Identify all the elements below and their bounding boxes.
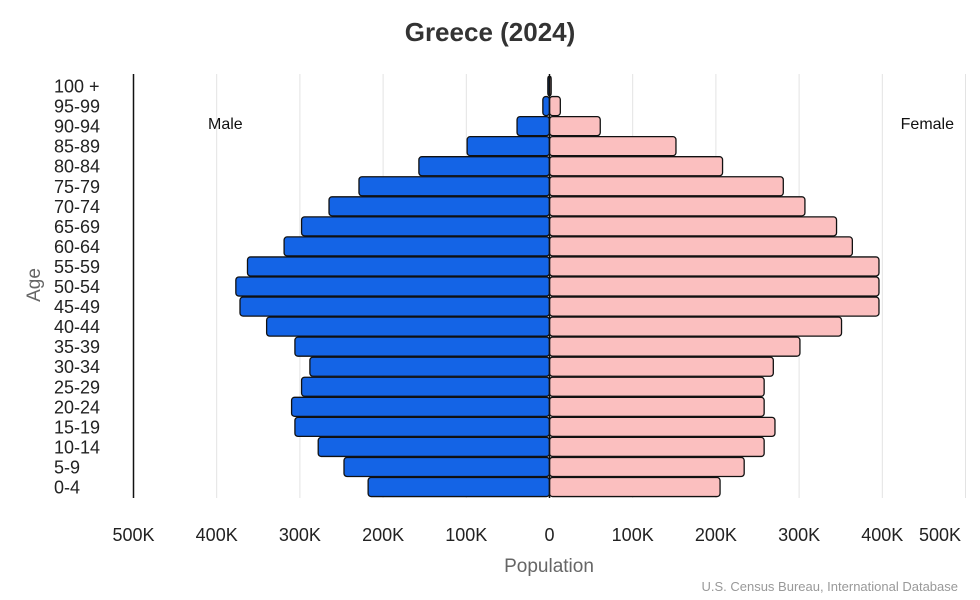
age-label: 30-34 xyxy=(54,357,100,377)
bar-male-15-19 xyxy=(294,416,551,438)
age-label: 80-84 xyxy=(54,157,100,177)
bar-male-70-74 xyxy=(328,196,551,217)
bar-female-70-74 xyxy=(548,196,806,217)
age-label: 45-49 xyxy=(54,297,100,317)
bar-male-40-44 xyxy=(265,316,551,337)
bar-male-35-39 xyxy=(294,336,551,357)
age-label: 20-24 xyxy=(54,397,100,417)
bar-male-5-9 xyxy=(343,456,551,478)
age-label: 100 + xyxy=(54,77,100,97)
age-labels: 0-45-910-1415-1920-2425-2930-3435-3940-4… xyxy=(54,77,100,498)
age-label: 90-94 xyxy=(54,117,100,137)
x-tick-label: 200K xyxy=(362,525,404,545)
bar-female-0-4 xyxy=(548,476,721,498)
bar-male-55-59 xyxy=(246,256,551,277)
x-tick-label: 300K xyxy=(279,525,321,545)
x-axis-label: Population xyxy=(504,556,594,577)
bar-female-35-39 xyxy=(548,336,801,357)
age-label: 5-9 xyxy=(54,457,80,477)
bar-female-60-64 xyxy=(548,236,853,257)
bar-female-95-99 xyxy=(548,95,561,117)
age-label: 25-29 xyxy=(54,377,100,397)
x-tick-label: 200K xyxy=(695,525,737,545)
bar-female-5-9 xyxy=(548,456,745,478)
bar-female-30-34 xyxy=(548,356,774,377)
bar-male-85-89 xyxy=(466,135,551,157)
age-label: 15-19 xyxy=(54,417,100,437)
bars xyxy=(235,74,880,498)
legend-female: Female xyxy=(901,116,954,133)
source-note: U.S. Census Bureau, International Databa… xyxy=(701,579,958,594)
x-tick-label: 500K xyxy=(919,525,961,545)
bar-male-0-4 xyxy=(367,476,551,498)
x-tick-labels: 500K 400K 300K 200K 100K 0 100K 200K 300K 400K 500… xyxy=(112,525,961,545)
bar-female-40-44 xyxy=(548,316,843,337)
bar-female-25-29 xyxy=(548,376,765,397)
age-label: 55-59 xyxy=(54,257,100,277)
x-tick-label: 400K xyxy=(861,525,903,545)
bar-female-65-69 xyxy=(548,216,838,237)
chart-title: Greece (2024) xyxy=(405,17,576,47)
bar-male-60-64 xyxy=(283,236,551,257)
x-tick-label: 0 xyxy=(544,525,554,545)
bar-male-50-54 xyxy=(235,276,551,297)
x-tick-label: 400K xyxy=(196,525,238,545)
age-label: 0-4 xyxy=(54,478,80,498)
age-label: 40-44 xyxy=(54,317,100,337)
bar-male-95-99 xyxy=(542,95,551,117)
bar-female-55-59 xyxy=(548,256,880,277)
bar-female-15-19 xyxy=(548,416,776,438)
y-axis-label: Age xyxy=(24,268,45,302)
bar-male-20-24 xyxy=(290,396,551,417)
age-label: 95-99 xyxy=(54,97,100,117)
age-label: 10-14 xyxy=(54,437,100,457)
bar-female-85-89 xyxy=(548,135,677,157)
x-tick-label: 300K xyxy=(778,525,820,545)
age-label: 35-39 xyxy=(54,337,100,357)
bar-male-10-14 xyxy=(317,436,551,458)
bar-female-45-49 xyxy=(548,296,880,317)
bar-female-20-24 xyxy=(548,396,765,417)
bar-male-45-49 xyxy=(239,296,551,317)
bar-female-50-54 xyxy=(548,276,880,297)
bar-male-90-94 xyxy=(516,115,551,137)
age-label: 50-54 xyxy=(54,277,100,297)
bar-male-25-29 xyxy=(300,376,551,397)
age-label: 65-69 xyxy=(54,217,100,237)
x-tick-label: 100K xyxy=(612,525,654,545)
x-tick-label: 100K xyxy=(445,525,487,545)
age-label: 85-89 xyxy=(54,137,100,157)
x-tick-label: 500K xyxy=(112,525,154,545)
bar-male-80-84 xyxy=(418,156,551,177)
bar-female-10-14 xyxy=(548,436,765,458)
bar-female-90-94 xyxy=(548,115,601,137)
age-label: 70-74 xyxy=(54,197,100,217)
age-label: 60-64 xyxy=(54,237,100,257)
bar-female-80-84 xyxy=(548,156,724,177)
bar-male-30-34 xyxy=(309,356,551,377)
age-label: 75-79 xyxy=(54,177,100,197)
bar-male-65-69 xyxy=(300,216,551,237)
legend-male: Male xyxy=(208,116,243,133)
bar-male-75-79 xyxy=(358,176,551,197)
bar-female-75-79 xyxy=(548,176,784,197)
